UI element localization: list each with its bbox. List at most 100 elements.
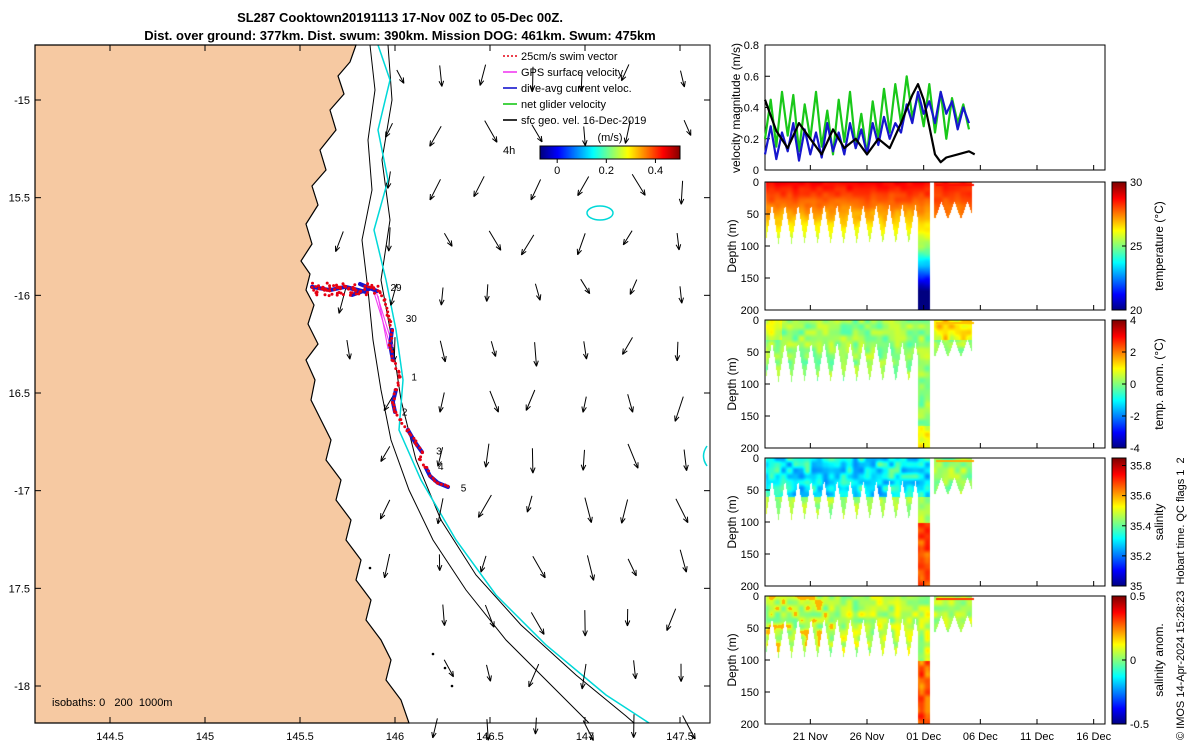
track-dot [335,283,338,287]
track-dot [372,286,376,290]
depth-tick-label: 100 [741,655,759,667]
track-dot [392,397,396,401]
current-vector-arrow [627,443,639,469]
current-vector-arrow [580,449,587,471]
current-vector-arrow [580,663,587,690]
track-dot [312,288,316,292]
colorbar-border-salinity [1111,457,1127,587]
legend-label: dive-avg current veloc. [521,83,632,95]
track-dot [421,463,425,467]
track-dot [385,313,389,317]
waypoint-label: 29 [391,283,403,294]
track-dot [363,287,367,291]
current-vector-arrow [582,341,589,360]
track-dot [389,320,393,324]
waypoint-label: 1 [411,372,417,383]
track-dot [311,281,314,285]
track-dot [392,403,396,407]
isobath-200m [361,44,590,724]
track-dot [341,282,345,286]
mission-map: 29 30 1 2 3 4 5 144.5 145 145.5 146 146.5 147 147.5 -1… [9,44,711,743]
map-colorbar-border [539,145,681,160]
depth-tick-label: 200 [741,305,759,317]
colorbar-tick-label: -4 [1130,443,1140,455]
current-vector-arrow [431,718,438,739]
track-dot [330,292,334,296]
map-x-tick-label: 146.5 [476,731,504,743]
depth-tick-label: 150 [741,549,759,561]
colorbar-tick-label: 25 [1130,241,1142,253]
colorbar-tick-label: 0.5 [1130,591,1145,603]
legend-label: GPS surface velocity [521,67,624,79]
track-dot [357,292,361,296]
track-dot [419,455,423,459]
watermark-text: © IMOS 14-Apr-2024 15:28:23 Hobart time.… [1175,457,1187,740]
time-tick-label: 26 Nov [850,731,885,743]
track-dot [323,293,327,297]
map-x-tick-label: 146 [386,731,404,743]
colorbar-tick-label: 35.2 [1130,551,1151,563]
colorbar-tick-label: 20 [1130,305,1142,317]
current-vector-arrow [666,608,677,631]
track-dot [427,469,431,473]
section-box-temp-anomaly [764,319,1106,449]
current-vector-arrow [525,389,536,411]
isobaths-note: isobaths: 0 200 1000m [52,697,172,709]
current-vector-arrow [528,663,540,688]
current-vector-arrow [380,446,391,462]
current-vector-arrow [530,448,536,474]
geostrophic-arrow-field [335,64,696,741]
track-dot [369,286,373,289]
current-vector-arrow [379,499,391,520]
current-vector-arrow [335,231,344,253]
track-dot [391,359,395,363]
track-dot [433,479,437,483]
track-dot [409,433,413,437]
swim-vector-track [310,281,450,488]
track-dot [399,418,403,422]
track-dot [412,436,416,440]
depth-tick-label: 200 [741,581,759,593]
current-vector-arrow [621,64,630,82]
track-dot [314,285,318,289]
current-vector-arrow [532,555,546,579]
track-dot [391,400,394,404]
depth-tick-label: 150 [741,687,759,699]
track-dot [395,388,399,392]
track-dot [310,285,314,289]
current-vector-arrow [439,340,447,363]
legend-label: 25cm/s swim vector [521,51,618,63]
current-vector-arrow [439,287,445,306]
current-vector-arrow [530,179,542,201]
depth-tick-label: 100 [741,241,759,253]
velocity-series-2 [763,82,976,164]
colorbar-label-salinity-anomaly: salinity anom. [1152,623,1166,696]
island-dot [368,566,372,570]
section-box-salinity-anomaly [764,595,1106,725]
current-vector-arrow [581,396,587,413]
colorbar-label-temperature: temperature (°C) [1152,201,1166,291]
track-dot [366,282,370,286]
current-vector-arrow [683,119,692,136]
current-vector-arrow [484,120,498,143]
track-dot [353,283,357,287]
current-vector-arrow [682,715,696,740]
map-colorbar-tick-label: 0.2 [599,165,614,177]
track-dot [324,287,328,291]
depth-tick-label: 50 [747,623,759,635]
current-vector-arrow [680,70,686,88]
track-dot [321,285,325,289]
current-vector-arrow [484,284,490,302]
map-land [34,44,410,724]
map-y-tick-label: 15.5 [9,193,30,205]
track-dot [390,354,394,358]
track-dot [425,466,429,469]
current-vector-arrow [577,176,590,197]
current-vector-arrow [477,494,492,518]
current-vector-arrow [533,342,539,367]
track-dot [418,446,422,450]
track-dot [337,291,341,294]
track-dot [383,298,387,302]
track-dot [415,443,418,447]
